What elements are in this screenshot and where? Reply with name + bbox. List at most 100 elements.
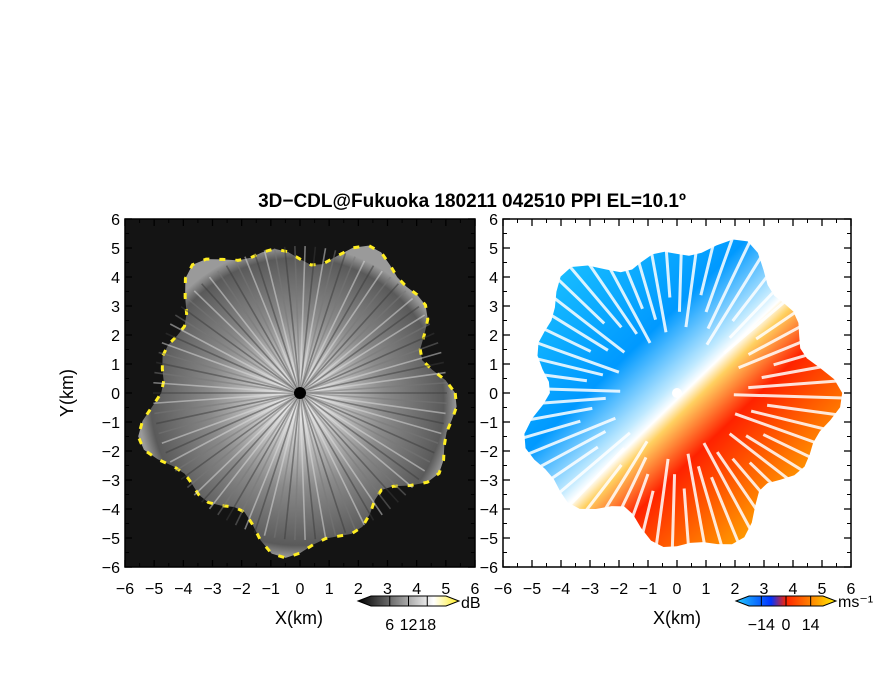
y-tick-label: −1: [480, 415, 498, 432]
reflectivity-ray: [299, 392, 420, 481]
y-tick-label: −5: [480, 531, 498, 548]
x-tick-label: −5: [523, 581, 541, 598]
x-tick-label: 5: [441, 581, 450, 598]
reflectivity-ray: [234, 260, 301, 394]
reflectivity-ray: [299, 392, 366, 526]
y-tick-label: 4: [111, 270, 120, 287]
velocity-gap-ray: [702, 442, 763, 552]
reflectivity-ray: [299, 392, 392, 510]
velocity-gap-ray: [591, 234, 652, 344]
reflectivity-ray: [299, 392, 407, 496]
x-tick-label: −4: [552, 581, 570, 598]
velocity-gap-ray: [728, 432, 820, 504]
reflectivity-ray: [299, 332, 435, 394]
velocity-gap-ray: [518, 430, 607, 479]
y-tick-label: 3: [489, 299, 498, 316]
reflectivity-ray: [299, 305, 420, 394]
reflectivity-ray: [234, 392, 301, 526]
velocity-axes: −6 −5 −4 −3 −2 −1 0 1 2 3 4 5 6 6 5 4 3 2 1 0 −1 −2 −3 −4 −5 −6: [480, 212, 856, 598]
reflectivity-ray: [299, 256, 356, 394]
y-tick-label: −6: [102, 560, 120, 577]
reflectivity-ray: [201, 392, 301, 503]
reflectivity-ray: [299, 283, 399, 394]
y-tick-label: 4: [489, 270, 498, 287]
reflectivity-ray: [273, 392, 301, 538]
y-tick-label: −2: [102, 444, 120, 461]
velocity-gap-ray: [684, 219, 703, 328]
velocity-gap-ray: [677, 219, 684, 312]
colorbar-tick-label: 0: [782, 617, 791, 634]
velocity-gap-ray: [761, 359, 851, 380]
velocity-gap-ray: [503, 349, 604, 377]
radar-site-marker: [672, 388, 682, 398]
y-tick-label: −4: [480, 502, 498, 519]
x-tick-label: −3: [581, 581, 599, 598]
reflectivity-ray: [299, 276, 392, 394]
reflectivity-ray: [154, 392, 301, 415]
reflectivity-ray: [299, 392, 375, 521]
velocity-gap-ray: [682, 488, 692, 567]
x-tick-label: 2: [731, 581, 740, 598]
reflectivity-ray: [299, 250, 337, 394]
reflectivity-ray: [299, 392, 426, 472]
reflectivity-ray: [225, 265, 301, 394]
reflectivity-ray: [299, 270, 383, 394]
velocity-colorbar-unit: ms⁻¹: [838, 594, 873, 611]
reflectivity-ray: [299, 392, 435, 454]
velocity-gap-ray: [710, 476, 747, 559]
reflectivity-ray: [174, 314, 301, 394]
reflectivity-ray: [299, 392, 439, 445]
velocity-gap-ray: [728, 262, 802, 339]
reflectivity-ray: [299, 392, 444, 425]
x-tick-label: 6: [471, 581, 480, 598]
reflectivity-ray: [299, 392, 446, 415]
velocity-gap-ray: [733, 393, 851, 400]
reflectivity-ray: [186, 297, 301, 394]
reflectivity-ray: [169, 323, 301, 394]
velocity-gap-ray: [524, 297, 609, 352]
colorbar-tick-label: 18: [418, 617, 436, 634]
reflectivity-ray: [217, 392, 301, 516]
velocity-gap-ray: [745, 434, 830, 489]
x-tick-label: 1: [702, 581, 711, 598]
reflectivity-ray: [208, 276, 301, 394]
reflectivity-ray: [299, 392, 383, 516]
reflectivity-ray: [153, 381, 301, 394]
y-tick-label: −4: [102, 502, 120, 519]
y-tick-label: 6: [111, 212, 120, 229]
reflectivity-x-axis-label: X(km): [275, 608, 323, 628]
reflectivity-ray: [244, 256, 301, 394]
velocity-gap-ray: [748, 461, 808, 518]
velocity-gap-ray: [706, 231, 756, 330]
reflectivity-ray: [299, 392, 399, 503]
x-tick-label: −5: [145, 581, 163, 598]
reflectivity-colorbar: 6 12 18 dB: [356, 595, 481, 634]
y-tick-label: −3: [102, 473, 120, 490]
x-tick-label: 0: [673, 581, 682, 598]
velocity-gap-ray: [651, 458, 670, 567]
velocity-gap-ray: [546, 268, 606, 325]
y-tick-label: 6: [489, 212, 498, 229]
reflectivity-ray: [299, 392, 317, 540]
reflectivity-ray: [253, 392, 301, 534]
velocity-gap-ray: [704, 224, 739, 313]
x-tick-label: −3: [203, 581, 221, 598]
y-tick-label: 1: [489, 357, 498, 374]
velocity-gap-ray: [738, 323, 843, 370]
velocity-gap-ray: [696, 465, 729, 565]
reflectivity-ray: [299, 392, 431, 463]
velocity-gap-ray: [615, 473, 650, 562]
reflectivity-ray: [299, 246, 306, 394]
reflectivity-ray: [299, 361, 444, 394]
reflectivity-ray: [299, 381, 447, 394]
reflectivity-ray: [299, 392, 414, 489]
reflectivity-ray: [299, 297, 414, 394]
velocity-gap-ray: [534, 282, 626, 354]
velocity-field: [503, 219, 851, 567]
reflectivity-ray: [299, 392, 447, 405]
x-tick-label: −6: [116, 581, 134, 598]
x-tick-label: 3: [383, 581, 392, 598]
velocity-gap-ray: [748, 378, 851, 390]
velocity-gap-ray: [625, 221, 658, 321]
velocity-gap-ray: [766, 403, 851, 419]
